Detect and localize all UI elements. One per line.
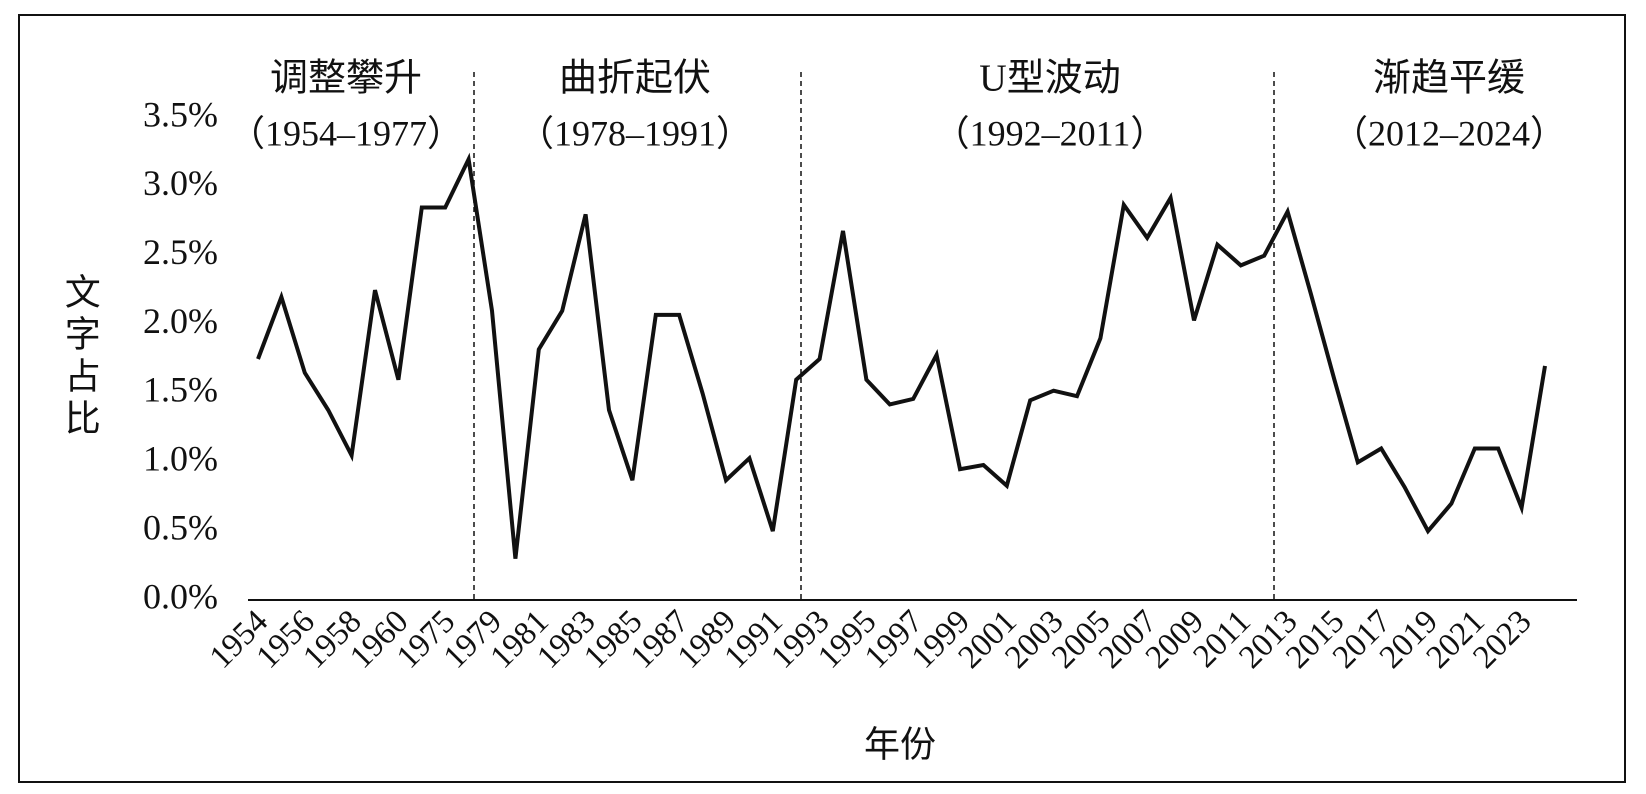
y-tick-label: 2.0% [143,301,218,341]
y-tick-label: 1.5% [143,370,218,410]
y-tick-label: 3.0% [143,163,218,203]
frame [18,14,1626,783]
period-range: （1992–2011） [934,113,1167,153]
y-tick-label: 3.5% [143,94,218,134]
period-range: （1954–1977） [229,113,463,153]
period-name: 调整攀升 [270,58,422,100]
period-range: （2012–2024） [1332,113,1566,153]
x-axis-label: 年份 [864,724,936,764]
period-range: （1978–1991） [518,113,752,153]
y-tick-label: 0.0% [143,576,218,616]
y-axis-label: 文字占比 [60,273,100,441]
period-name: 曲折起伏 [559,58,711,100]
data-line [256,152,1547,559]
x-tick-label: 2023 [1466,604,1538,676]
y-tick-label: 0.5% [143,507,218,547]
period-name: 渐趋平缓 [1373,58,1525,100]
period-name: U型波动 [979,58,1120,100]
y-tick-label: 1.0% [143,439,218,479]
y-tick-label: 2.5% [143,232,218,272]
